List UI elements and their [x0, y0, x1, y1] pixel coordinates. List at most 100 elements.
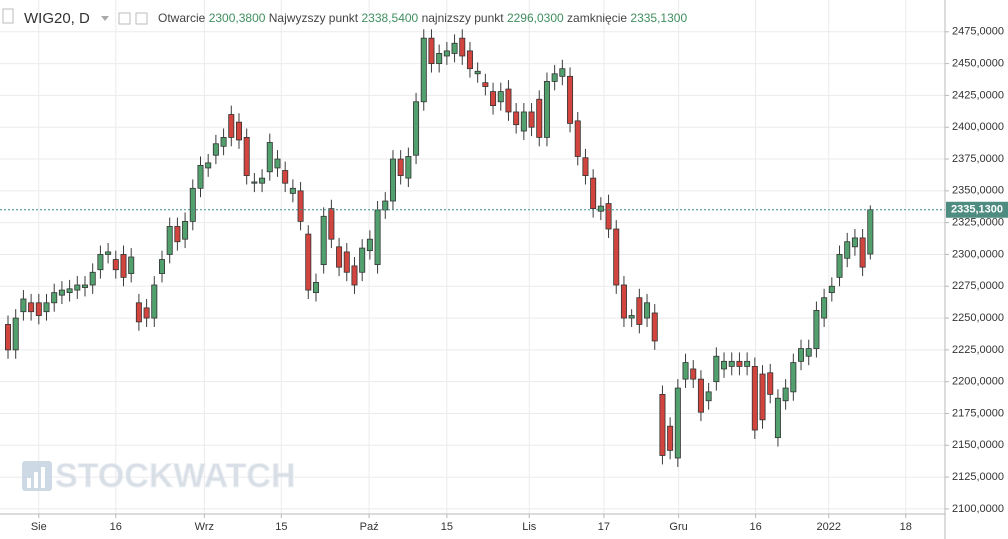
candle-body: [459, 37, 466, 57]
candle-body: [220, 137, 227, 147]
candle-body: [135, 302, 142, 323]
candle-body: [97, 254, 104, 271]
candle-body: [528, 111, 535, 128]
candle-body: [520, 111, 527, 132]
candle-body: [620, 284, 627, 319]
candle-body: [158, 259, 165, 274]
candle-body: [644, 302, 651, 319]
candle-body: [20, 298, 27, 313]
settings-icon[interactable]: [118, 12, 131, 25]
candle-body: [490, 91, 497, 106]
candle-body: [659, 394, 666, 456]
x-tick-label: 16: [749, 521, 761, 533]
candle-body: [35, 302, 42, 316]
y-tick-label: 2175,0000: [952, 407, 1004, 419]
candle-body: [343, 251, 350, 273]
candle-body: [235, 121, 242, 141]
candle-body: [320, 215, 327, 266]
candle-body: [405, 156, 412, 179]
candle-body: [282, 170, 289, 184]
candle-body: [266, 142, 273, 173]
candle-body: [28, 302, 35, 313]
candles: [0, 29, 945, 467]
y-tick-label: 2125,0000: [952, 471, 1004, 483]
candle-body: [274, 158, 281, 169]
candle-body: [674, 387, 681, 459]
candle-body: [651, 312, 658, 342]
candle-body: [543, 81, 550, 138]
watermark-icon-bar: [41, 467, 45, 488]
candle-body: [828, 285, 835, 294]
candle-body: [374, 209, 381, 266]
candle-body: [451, 42, 458, 54]
x-tick-label: Sie: [31, 521, 47, 533]
watermark-text: STOCKWATCH: [55, 457, 296, 495]
x-tick-label: 2022: [816, 521, 840, 533]
y-tick-label: 2475,0000: [952, 26, 1004, 38]
candle-body: [197, 164, 204, 189]
candle-body: [143, 307, 150, 319]
ohlc-value: 2300,3800: [209, 11, 266, 25]
candle-body: [782, 387, 789, 402]
x-tick-label: 15: [275, 521, 287, 533]
candle-body: [212, 143, 219, 156]
candle-body: [428, 37, 435, 65]
last-price-box: [946, 201, 1008, 218]
candle-body: [728, 360, 735, 367]
candle-body: [844, 241, 851, 259]
candle-body: [297, 190, 304, 222]
candle-body: [151, 284, 158, 319]
candle-body: [466, 50, 473, 70]
candle-body: [559, 68, 566, 77]
candle-body: [351, 265, 358, 286]
candle-body: [43, 302, 50, 313]
y-tick-label: 2375,0000: [952, 153, 1004, 165]
candle-body: [867, 209, 874, 255]
dropdown-icon[interactable]: [101, 16, 109, 21]
candle-body: [751, 366, 758, 431]
y-tick-label: 2225,0000: [952, 344, 1004, 356]
axes: 2100,0000 2125,0000 2150,0000 2175,0000 2200…: [31, 26, 1008, 533]
candle-body: [420, 37, 427, 103]
candle-body: [705, 391, 712, 402]
candle-body: [66, 288, 73, 294]
candle-body: [51, 292, 58, 304]
chart-title: WIG20, D: [24, 10, 90, 27]
candle-body: [112, 259, 119, 271]
candle-body: [697, 378, 704, 413]
y-tick-label: 2275,0000: [952, 280, 1004, 292]
y-tick-label: 2425,0000: [952, 89, 1004, 101]
candle-body: [597, 205, 604, 212]
candle-body: [58, 289, 65, 296]
candle-body: [667, 425, 674, 451]
candle-body: [505, 88, 512, 113]
x-tick-label: Paź: [360, 521, 379, 533]
candle-body: [228, 114, 235, 138]
candle-body: [836, 254, 843, 278]
candle-body: [81, 284, 88, 288]
y-tick-label: 2400,0000: [952, 121, 1004, 133]
candle-body: [774, 397, 781, 439]
candle-body: [243, 137, 250, 176]
watermark-icon-bar: [27, 478, 31, 488]
candle-body: [767, 372, 774, 395]
candle-body: [166, 226, 173, 255]
candle-body: [436, 53, 443, 65]
candle-body: [536, 98, 543, 138]
candle-body: [497, 91, 504, 103]
watermark-icon-bar: [34, 472, 38, 488]
y-tick-label: 2200,0000: [952, 376, 1004, 388]
candle-body: [366, 238, 373, 252]
candle-body: [744, 360, 751, 367]
settings-icon[interactable]: [135, 12, 148, 25]
y-tick-label: 2100,0000: [952, 503, 1004, 515]
candle-body: [713, 355, 720, 383]
ohlc-header: Otwarcie 2300,3800 Najwyzszy punkt 2338,…: [158, 11, 687, 25]
candle-body: [120, 254, 127, 278]
candle-body: [413, 101, 420, 156]
candle-body: [105, 251, 112, 255]
candle-body: [567, 75, 574, 124]
candle-body: [474, 70, 481, 75]
candle-body: [382, 200, 389, 211]
